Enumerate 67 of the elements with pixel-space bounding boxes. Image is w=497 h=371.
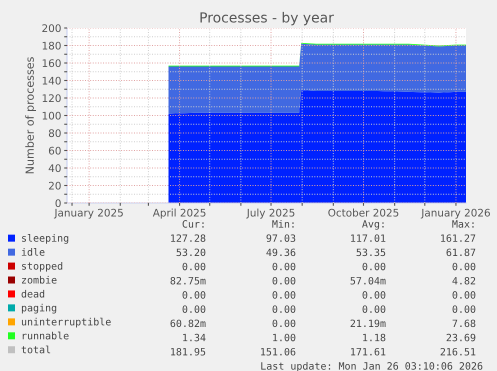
- text: 57.04m: [350, 276, 386, 285]
- text: 53.20: [176, 248, 206, 256]
- text: 0.00: [452, 291, 476, 299]
- y-axis-title: Number of processes: [25, 57, 36, 174]
- text: 23.69: [446, 334, 476, 342]
- text: Avg:: [362, 220, 384, 230]
- text: 0.00: [362, 262, 386, 270]
- text: 0.00: [272, 320, 296, 328]
- legend-label: stopped: [22, 262, 62, 272]
- y-tick-label: 0: [56, 199, 61, 208]
- text: 61.87: [446, 248, 476, 256]
- y-tick-label: 140: [42, 76, 61, 85]
- legend-label: idle: [22, 248, 44, 256]
- text: 49.36: [266, 248, 296, 256]
- text: 60.82m: [170, 320, 206, 328]
- text: 0.00: [182, 305, 206, 313]
- y-tick-label: 40: [48, 164, 61, 172]
- legend-label: paging: [22, 304, 56, 314]
- legend-label: runnable: [22, 332, 69, 340]
- text: 181.95: [171, 348, 206, 356]
- text: 21.19m: [350, 320, 386, 328]
- y-tick-label: 120: [42, 94, 61, 102]
- text: 0.00: [272, 305, 296, 313]
- y-tick-label: 80: [48, 129, 61, 138]
- text: 0.00: [452, 305, 476, 313]
- x-tick-label: April 2025: [152, 208, 206, 219]
- text: 0.00: [272, 291, 296, 299]
- text: 0.00: [362, 291, 386, 299]
- legend-label: dead: [22, 290, 44, 298]
- text: Max:: [452, 220, 474, 228]
- text: 216.51: [440, 348, 476, 356]
- text: 97.03: [266, 234, 296, 242]
- text: 171.61: [351, 348, 386, 356]
- text: 0.00: [452, 262, 476, 270]
- text: 0.00: [182, 291, 206, 299]
- y-tick-label: 200: [42, 24, 61, 32]
- y-tick-label: 20: [48, 182, 61, 190]
- x-tick-label: July 2025: [246, 208, 294, 219]
- legend-label: uninterruptible: [22, 318, 111, 328]
- y-tick-label: 160: [42, 59, 61, 68]
- text: 82.75m: [170, 276, 206, 285]
- text: Cur:: [182, 220, 204, 228]
- text: Min:: [272, 220, 294, 228]
- y-tick-label: 60: [48, 146, 61, 155]
- text: 1.18: [363, 334, 386, 342]
- text: 7.68: [452, 320, 476, 328]
- text: 127.28: [171, 234, 206, 242]
- x-tick-label: January 2025: [54, 208, 123, 219]
- x-tick-label: January 2026: [420, 208, 490, 219]
- y-tick-label: 180: [42, 42, 61, 50]
- text: 161.27: [441, 234, 476, 242]
- legend-label: sleeping: [22, 234, 68, 244]
- text: 1.34: [183, 334, 206, 342]
- x-tick-label: October 2025: [328, 208, 398, 217]
- text: 0.00: [272, 276, 296, 285]
- text: 0.00: [272, 262, 296, 270]
- text: 4.82: [452, 276, 476, 285]
- chart-title: Processes - by year: [200, 12, 334, 26]
- text: 53.35: [356, 248, 386, 256]
- text: 0.00: [182, 262, 206, 270]
- text: 151.06: [261, 348, 296, 356]
- text: 1.00: [273, 334, 296, 342]
- legend-label: total: [22, 346, 50, 354]
- y-tick-label: 100: [42, 112, 61, 120]
- legend-label: zombie: [22, 276, 57, 284]
- text: 0.00: [362, 305, 386, 313]
- text: 117.01: [351, 234, 386, 242]
